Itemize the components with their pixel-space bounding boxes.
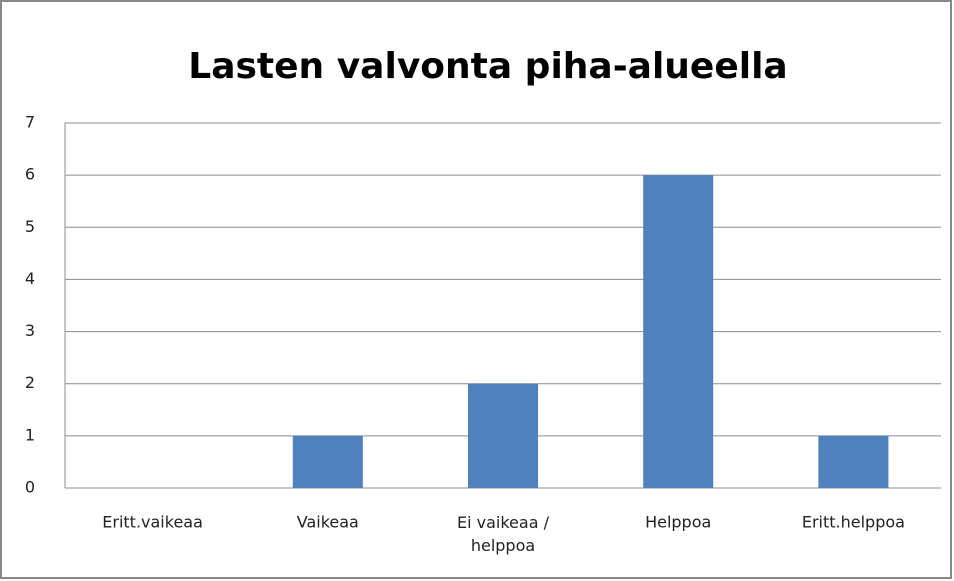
bar: [643, 175, 714, 488]
y-tick-label: 3: [25, 321, 35, 340]
y-tick-label: 6: [25, 165, 35, 184]
y-tick-label: 5: [25, 217, 35, 236]
x-tick-label: Ei vaikeaa / helppoa: [457, 513, 550, 555]
bar: [467, 383, 539, 488]
y-tick-label: 2: [25, 373, 35, 392]
bar: [292, 435, 363, 488]
x-tick-label: Vaikeaa: [297, 513, 359, 532]
y-tick-label: 4: [25, 269, 35, 288]
y-tick-label: 1: [25, 425, 35, 444]
bar: [818, 435, 889, 488]
x-tick-label: Eritt.helppoa: [802, 513, 905, 532]
y-tick-label: 7: [25, 113, 35, 132]
chart-title: Lasten valvonta piha-alueella: [188, 46, 787, 87]
x-tick-label: Helppoa: [645, 513, 711, 532]
y-tick-label: 0: [25, 478, 35, 497]
x-tick-label: Eritt.vaikeaa: [102, 513, 203, 532]
